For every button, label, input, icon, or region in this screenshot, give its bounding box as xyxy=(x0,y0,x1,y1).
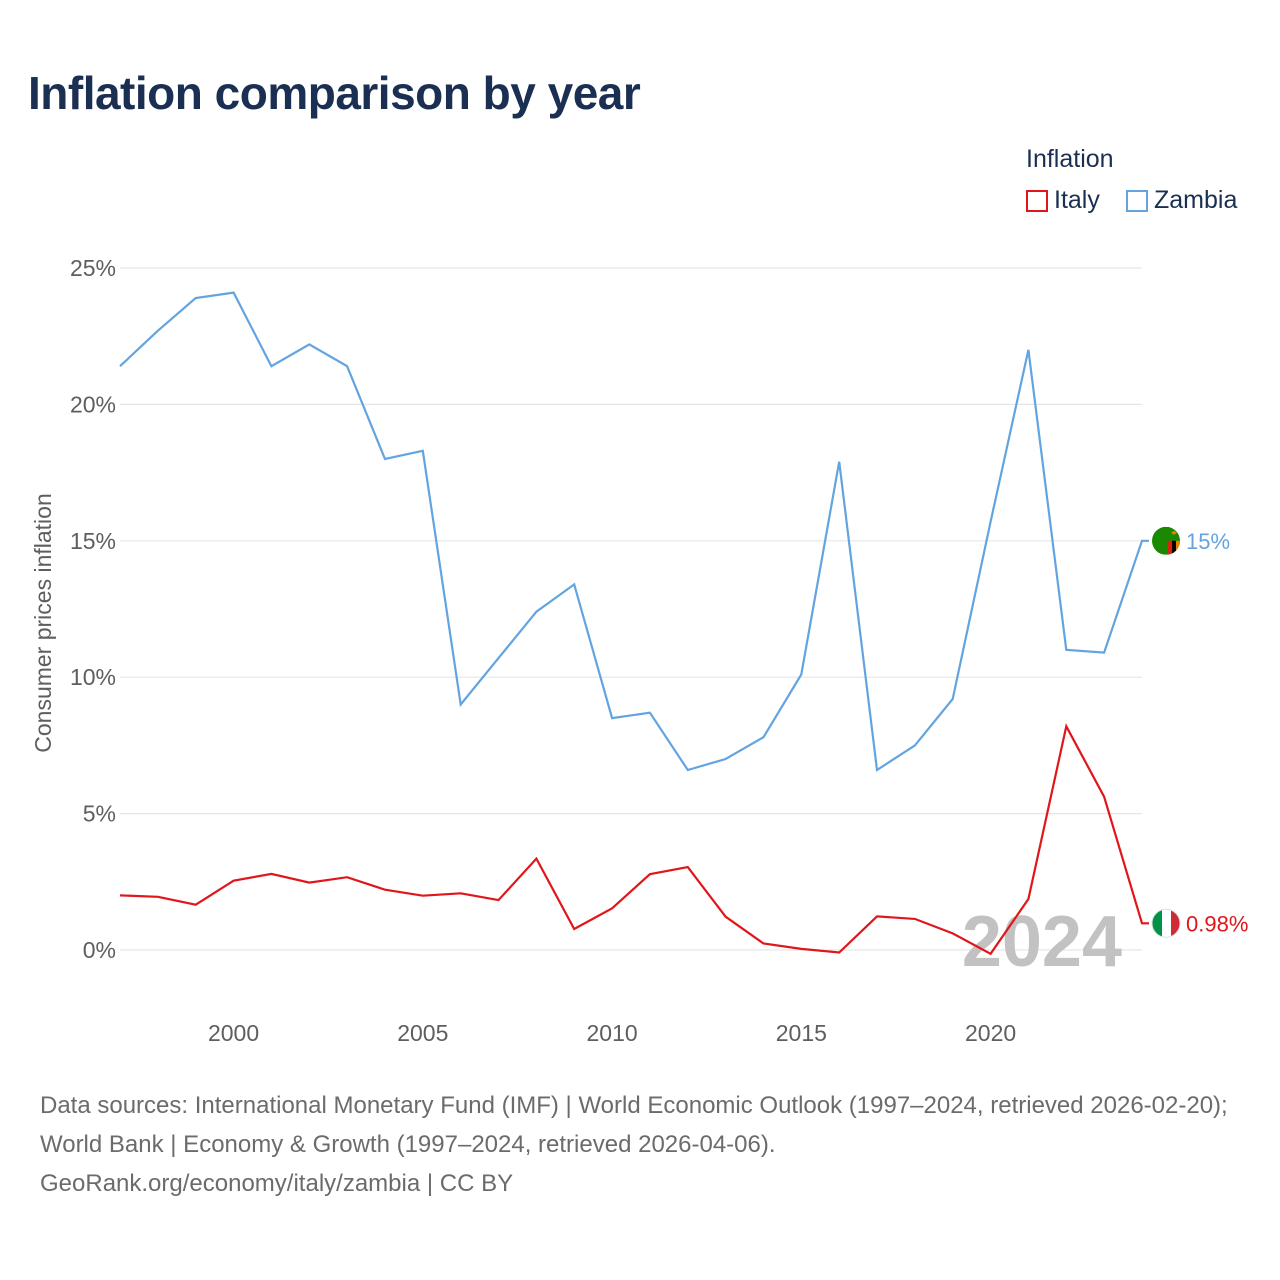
x-axis-ticks: 2000 2005 2010 2015 2020 xyxy=(208,1020,1016,1046)
y-tick-label: 15% xyxy=(70,528,116,554)
italy-flag-icon xyxy=(1151,908,1181,938)
legend-swatch-italy xyxy=(1026,189,1048,212)
y-tick-label: 5% xyxy=(83,801,116,827)
chart-title: Inflation comparison by year xyxy=(28,67,641,119)
end-label-zambia: 15% xyxy=(1186,529,1230,554)
series-line-italy[interactable] xyxy=(119,723,1149,956)
series-endpoints: 0.98% 15% xyxy=(1151,526,1248,938)
footer: Data sources: International Monetary Fun… xyxy=(40,1086,1250,1203)
legend-label-zambia: Zambia xyxy=(1154,186,1238,214)
x-tick-label: 2005 xyxy=(397,1020,448,1046)
x-tick-label: 2020 xyxy=(965,1020,1016,1046)
x-tick-label: 2015 xyxy=(776,1020,827,1046)
y-axis-title: Consumer prices inflation xyxy=(30,493,56,753)
credit-line: GeoRank.org/economy/italy/zambia | CC BY xyxy=(40,1170,514,1197)
legend-swatch-zambia xyxy=(1126,189,1148,212)
end-label-italy: 0.98% xyxy=(1186,911,1248,936)
line-chart: 0% 5% 10% 15% 20% 25% 2000 2005 2010 2015 2020 Co… xyxy=(30,255,1248,1046)
year-watermark: 2024 xyxy=(962,902,1122,982)
y-axis-ticks: 0% 5% 10% 15% 20% 25% xyxy=(70,255,116,963)
series-lines xyxy=(119,291,1149,956)
y-tick-label: 20% xyxy=(70,391,116,417)
x-tick-label: 2010 xyxy=(586,1020,637,1046)
y-tick-label: 0% xyxy=(83,937,116,963)
legend-item-zambia[interactable]: Zambia xyxy=(1126,186,1237,215)
legend-label-italy: Italy xyxy=(1054,186,1100,214)
legend-title: Inflation xyxy=(1026,145,1114,173)
zambia-flag-icon xyxy=(1152,526,1180,555)
gridlines xyxy=(120,267,1142,951)
series-line-zambia[interactable] xyxy=(119,291,1149,772)
data-sources-note: Data sources: International Monetary Fun… xyxy=(40,1092,1228,1158)
y-tick-label: 10% xyxy=(70,664,116,690)
legend-item-italy[interactable]: Italy xyxy=(1026,186,1100,215)
x-tick-label: 2000 xyxy=(208,1020,259,1046)
y-tick-label: 25% xyxy=(70,255,116,281)
